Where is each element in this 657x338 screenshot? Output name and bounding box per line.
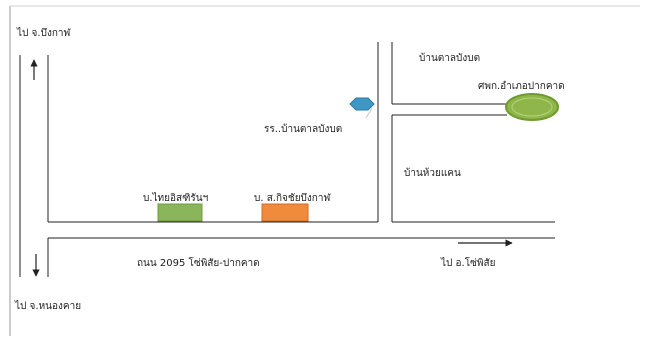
label-school: รร..บ้านตาลบังบต (264, 124, 343, 135)
label-hospital: ศพก.อำเภอปากคาด (478, 81, 565, 92)
school-marker-icon (349, 97, 375, 111)
label-kitchai-company: บ. ส.กิจชัยบึงกาฬ (254, 193, 331, 204)
label-thai-company: บ.ไทยอิสฑิรันฯ (143, 193, 209, 204)
label-to-bueng-kan: ไป จ.บึงกาฬ (17, 28, 71, 39)
kitchai-company-marker-icon (261, 203, 309, 222)
label-to-nong-khai: ไป จ.หนองคาย (15, 301, 82, 312)
label-ban-huai-khaen: บ้านห้วยแคน (404, 168, 461, 179)
thai-company-marker-icon (157, 203, 203, 222)
label-ban-tan-bang-bot: บ้านตาลบังบต (419, 53, 481, 64)
label-road-2095: ถนน 2095 โซ่พิสัย-ปากคาด (137, 258, 260, 269)
label-to-so-phisai: ไป อ.โซ่พิสัย (441, 258, 496, 269)
school-marker-shadow (365, 107, 373, 119)
hospital-marker-inner-ring (511, 97, 553, 117)
